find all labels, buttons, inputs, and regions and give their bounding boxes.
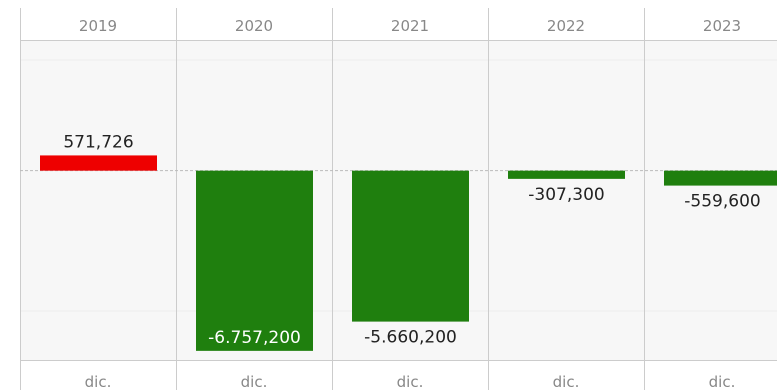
value-label-2021: -5.660,200: [364, 328, 457, 348]
year-label-2023: 2023: [703, 17, 741, 35]
labels: 2019 dic. 571,726 2020 dic. -6.757,200 2021 dic…: [63, 17, 760, 390]
bar-2023: [664, 170, 777, 186]
year-label-2022: 2022: [547, 17, 585, 35]
bar-2019: [40, 155, 157, 171]
month-label-2021: dic.: [397, 373, 424, 390]
month-label-2019: dic.: [85, 373, 112, 390]
month-label-2020: dic.: [241, 373, 268, 390]
bar-2022: [508, 170, 625, 179]
year-label-2019: 2019: [79, 17, 117, 35]
month-label-2023: dic.: [709, 373, 736, 390]
bars: [40, 155, 777, 351]
year-label-2020: 2020: [235, 17, 273, 35]
year-label-2021: 2021: [391, 17, 429, 35]
month-label-2022: dic.: [553, 373, 580, 390]
bar-2020: [196, 170, 313, 351]
bar-2021: [352, 170, 469, 322]
value-label-2022: -307,300: [528, 185, 604, 205]
value-label-2019: 571,726: [63, 132, 133, 152]
value-label-2020: -6.757,200: [208, 328, 301, 348]
value-label-2023: -559,600: [684, 192, 760, 212]
